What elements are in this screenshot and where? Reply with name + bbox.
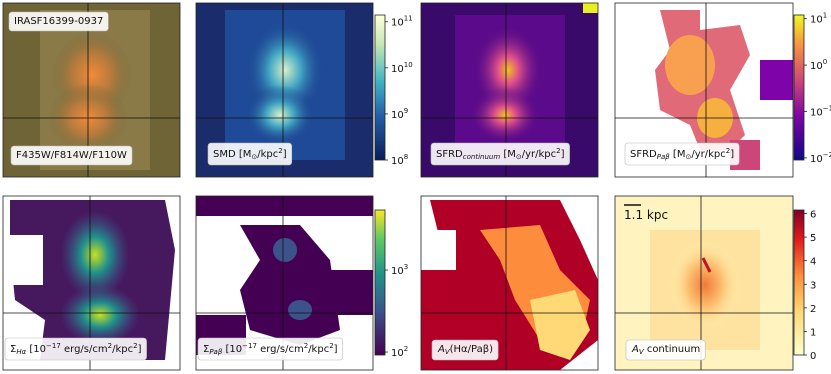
- colorbar-tick-label: 0: [810, 351, 816, 362]
- colorbar-tick-label: 5: [810, 233, 816, 244]
- colorbar-fill: [374, 14, 386, 161]
- colorbar-tick-label: 100: [810, 58, 827, 72]
- colorbar: 101 100 10−1 10−2: [793, 12, 831, 165]
- colorbar-tick-label: 6: [810, 210, 816, 221]
- label-box: [430, 142, 570, 166]
- panel-label: SFRDPaβ [M⊙/yr/kpc2]: [630, 147, 734, 161]
- label-box: [431, 339, 499, 361]
- colorbar-tick-label: 1011: [391, 15, 413, 29]
- panel-label: SFRDcontinuum [M⊙/yr/kpc2]: [436, 147, 565, 161]
- colorbar: 0 1 2 3 4 5 6: [793, 209, 816, 362]
- label-box: [197, 337, 343, 361]
- colorbar-tick-label: 10−2: [810, 151, 831, 165]
- colorbar-tick-label: 3: [810, 280, 816, 291]
- colorbar: 1011 1010 109 108: [374, 14, 413, 167]
- colorbar-tick-label: 4: [810, 257, 816, 268]
- colorbar-tick-label: 101: [810, 12, 827, 26]
- colorbar-tick-label: 2: [810, 304, 816, 315]
- panel-label: AV continuum: [631, 344, 700, 356]
- colorbar-tick-label: 109: [391, 107, 408, 121]
- label-box: [624, 142, 740, 166]
- panel-label: ΣHα [10−17 erg/s/cm2/kpc2]: [10, 342, 142, 356]
- panel-label: ΣPaβ [10−17 erg/s/cm2/kpc2]: [203, 342, 338, 356]
- label-box: [207, 142, 293, 166]
- colorbar-tick-label: 1: [810, 327, 816, 338]
- colorbar-fill: [374, 209, 386, 356]
- panel-label: F435W/F814W/F110W: [16, 150, 127, 161]
- colorbar-fill: [793, 209, 805, 356]
- label-box: [625, 339, 706, 361]
- colorbar: 103 102: [374, 209, 408, 359]
- label-box: [4, 337, 147, 361]
- colorbar-tick-label: 1010: [391, 61, 413, 75]
- panel-label: AV(Hα/Paβ): [437, 344, 493, 356]
- colorbar-tick-label: 10−1: [810, 104, 831, 118]
- scale-label: 1.1 kpc: [624, 208, 668, 222]
- panel-name: IRASF16399-0937: [14, 16, 103, 27]
- label-box: [8, 11, 109, 32]
- label-box: [10, 145, 133, 166]
- colorbar-tick-label: 103: [391, 263, 408, 277]
- colorbar-tick-label: 102: [391, 345, 408, 359]
- panel-label: SMD [M⊙/kpc2]: [213, 147, 287, 161]
- colorbar-tick-label: 108: [391, 153, 408, 167]
- colorbar-fill: [793, 14, 805, 161]
